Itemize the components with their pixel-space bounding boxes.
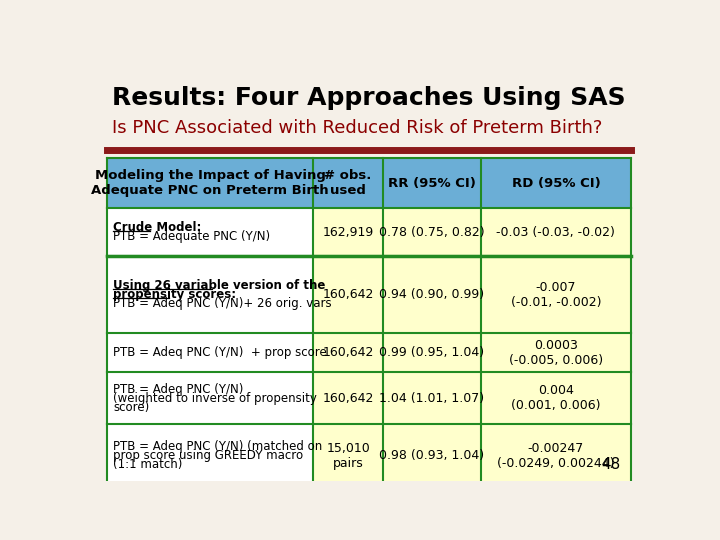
Text: 162,919: 162,919 <box>323 226 374 239</box>
FancyBboxPatch shape <box>313 256 383 333</box>
Text: -0.007
(-0.01, -0.002): -0.007 (-0.01, -0.002) <box>510 280 601 308</box>
FancyBboxPatch shape <box>481 424 631 487</box>
FancyBboxPatch shape <box>107 208 313 256</box>
FancyBboxPatch shape <box>383 424 481 487</box>
Text: Is PNC Associated with Reduced Risk of Preterm Birth?: Is PNC Associated with Reduced Risk of P… <box>112 119 603 137</box>
FancyBboxPatch shape <box>383 373 481 424</box>
FancyBboxPatch shape <box>107 256 313 333</box>
FancyBboxPatch shape <box>383 333 481 373</box>
FancyBboxPatch shape <box>313 373 383 424</box>
Text: (1:1 match): (1:1 match) <box>114 458 183 471</box>
Text: PTB = Adequate PNC (Y/N): PTB = Adequate PNC (Y/N) <box>114 230 271 243</box>
FancyBboxPatch shape <box>481 256 631 333</box>
Text: propensity scores:: propensity scores: <box>114 288 237 301</box>
Text: Results: Four Approaches Using SAS: Results: Four Approaches Using SAS <box>112 85 626 110</box>
Text: 48: 48 <box>601 457 620 472</box>
FancyBboxPatch shape <box>383 256 481 333</box>
Text: PTB = Adeq PNC (Y/N)+ 26 orig. vars: PTB = Adeq PNC (Y/N)+ 26 orig. vars <box>114 297 332 310</box>
Text: 0.004
(0.001, 0.006): 0.004 (0.001, 0.006) <box>511 384 600 413</box>
FancyBboxPatch shape <box>481 373 631 424</box>
Text: Crude Model:: Crude Model: <box>114 221 202 234</box>
Text: 15,010
pairs: 15,010 pairs <box>326 442 370 470</box>
Text: 1.04 (1.01, 1.07): 1.04 (1.01, 1.07) <box>379 392 485 405</box>
FancyBboxPatch shape <box>481 208 631 256</box>
FancyBboxPatch shape <box>313 333 383 373</box>
Text: 160,642: 160,642 <box>323 288 374 301</box>
Text: PTB = Adeq PNC (Y/N): PTB = Adeq PNC (Y/N) <box>114 383 244 396</box>
FancyBboxPatch shape <box>313 424 383 487</box>
Text: 0.98 (0.93, 1.04): 0.98 (0.93, 1.04) <box>379 449 485 462</box>
Text: # obs.
used: # obs. used <box>325 170 372 197</box>
Text: Using 26 variable version of the: Using 26 variable version of the <box>114 279 326 292</box>
Text: PTB = Adeq PNC (Y/N) (matched on: PTB = Adeq PNC (Y/N) (matched on <box>114 440 323 453</box>
Text: (weighted to inverse of propensity: (weighted to inverse of propensity <box>114 392 318 405</box>
FancyBboxPatch shape <box>107 333 313 373</box>
Text: 0.94 (0.90, 0.99): 0.94 (0.90, 0.99) <box>379 288 485 301</box>
Text: 0.99 (0.95, 1.04): 0.99 (0.95, 1.04) <box>379 346 485 359</box>
Text: 160,642: 160,642 <box>323 346 374 359</box>
Text: -0.00247
(-0.0249, 0.00244): -0.00247 (-0.0249, 0.00244) <box>498 442 615 470</box>
Text: RR (95% CI): RR (95% CI) <box>388 177 476 190</box>
Text: score): score) <box>114 401 150 414</box>
FancyBboxPatch shape <box>481 333 631 373</box>
Text: PTB = Adeq PNC (Y/N)  + prop score: PTB = Adeq PNC (Y/N) + prop score <box>114 346 327 359</box>
FancyBboxPatch shape <box>107 158 631 208</box>
Text: RD (95% CI): RD (95% CI) <box>511 177 600 190</box>
Text: 0.0003
(-0.005, 0.006): 0.0003 (-0.005, 0.006) <box>509 339 603 367</box>
FancyBboxPatch shape <box>107 373 313 424</box>
Text: prop score using GREEDY macro: prop score using GREEDY macro <box>114 449 304 462</box>
Text: 160,642: 160,642 <box>323 392 374 405</box>
FancyBboxPatch shape <box>383 208 481 256</box>
Text: 0.78 (0.75, 0.82): 0.78 (0.75, 0.82) <box>379 226 485 239</box>
FancyBboxPatch shape <box>107 424 313 487</box>
Text: -0.03 (-0.03, -0.02): -0.03 (-0.03, -0.02) <box>497 226 616 239</box>
FancyBboxPatch shape <box>313 208 383 256</box>
Text: Modeling the Impact of Having
Adequate PNC on Preterm Birth: Modeling the Impact of Having Adequate P… <box>91 170 329 197</box>
